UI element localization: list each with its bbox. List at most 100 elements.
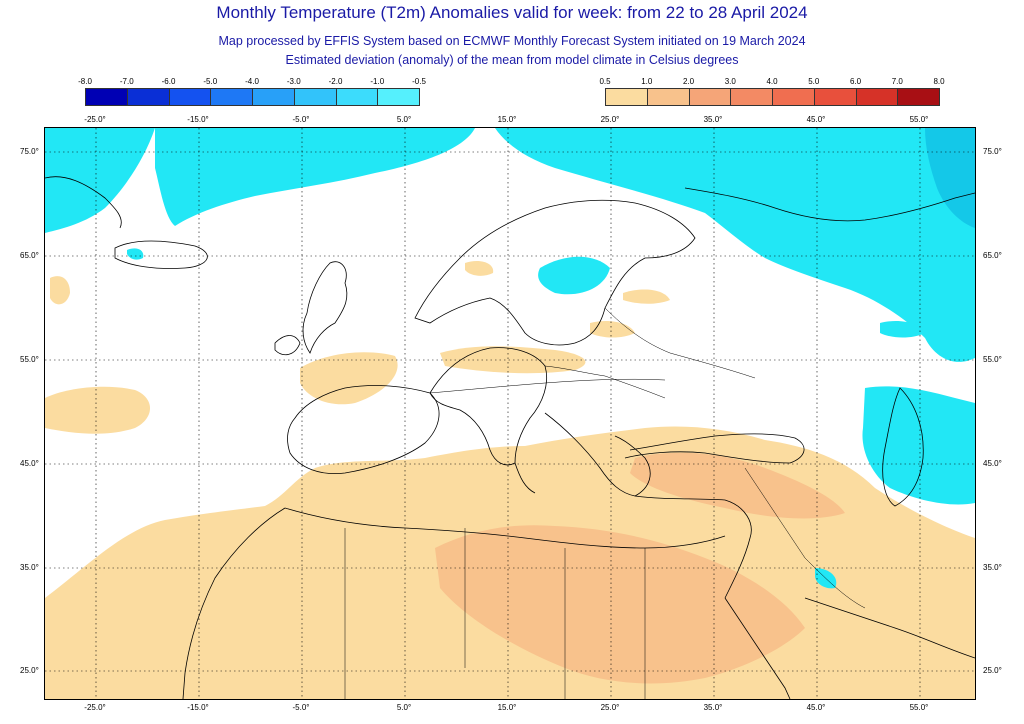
warm-legend-swatch	[813, 88, 857, 106]
warm-legend-swatch	[772, 88, 815, 106]
ireland-coast	[274, 335, 301, 356]
lon-bottom-label: 55.0°	[909, 703, 929, 712]
anomaly-map	[44, 127, 976, 700]
lon-top-label: -15.0°	[187, 115, 209, 124]
warm-legend-label: 7.0	[891, 77, 903, 86]
lat-left-label: 45.0°	[20, 459, 39, 468]
red-sea-coast	[724, 597, 791, 699]
lat-left-label: 65.0°	[20, 251, 39, 260]
map-canvas	[45, 128, 975, 699]
scandinavia-coast	[414, 199, 696, 346]
lat-right-label: 75.0°	[983, 147, 1002, 156]
lat-left-label: 35.0°	[20, 563, 39, 572]
warm-legend-label: 2.0	[682, 77, 695, 86]
lon-top-label: -25.0°	[84, 115, 106, 124]
north-africa-coast	[284, 507, 726, 549]
warm-region-finland	[623, 289, 670, 304]
cold-legend-label: -8.0	[78, 77, 92, 86]
britain-coast	[302, 261, 348, 354]
borders	[344, 307, 866, 699]
lon-bottom-label: 45.0°	[806, 703, 826, 712]
map-subtitle-1: Map processed by EFFIS System based on E…	[218, 34, 806, 48]
west-africa-coast	[182, 507, 286, 699]
warm-region-atlantic-small	[50, 276, 70, 305]
cold-region-greenland-sea	[155, 128, 475, 226]
arctic-coast	[684, 187, 975, 222]
warm-region-norway	[465, 261, 494, 276]
warm-legend-label: 6.0	[849, 77, 862, 86]
cold-legend-swatch	[335, 88, 379, 106]
lon-top-label: 45.0°	[806, 115, 826, 124]
cold-legend-label: -5.0	[203, 77, 218, 86]
warm-region-atlantic	[45, 386, 150, 434]
lon-top-label: 5.0°	[396, 115, 412, 124]
cold-region-greenland	[45, 128, 155, 233]
cold-legend-swatch	[168, 88, 212, 106]
lon-bottom-label: 25.0°	[600, 703, 620, 712]
cold-region-scandinavia	[538, 256, 610, 295]
lat-right-label: 25.0°	[983, 666, 1002, 675]
cold-legend-label: -1.0	[370, 77, 385, 86]
graticule	[45, 128, 975, 699]
border-eastern	[544, 365, 666, 399]
lon-top-label: 55.0°	[909, 115, 929, 124]
border-central	[429, 378, 666, 394]
france-italy-coast	[429, 347, 547, 466]
lon-bottom-label: 5.0°	[396, 703, 412, 712]
lon-top-label: -5.0°	[292, 115, 310, 124]
italy-boot	[514, 462, 536, 494]
warm-legend-label: 3.0	[724, 77, 736, 86]
cold-legend-swatch	[210, 88, 253, 106]
warm-legend-swatch	[646, 88, 690, 106]
map-title: Monthly Temperature (T2m) Anomalies vali…	[216, 3, 808, 22]
warm-legend-label: 8.0	[933, 77, 945, 86]
iceland-coast	[114, 240, 208, 269]
warm-legend-swatch	[897, 88, 940, 106]
warm-legend-label: 4.0	[766, 77, 778, 86]
cold-legend-label: -3.0	[286, 77, 301, 86]
cold-legend-label: -2.0	[328, 77, 343, 86]
warm-legend-swatch	[730, 88, 773, 106]
lat-left-label: 25.0°	[20, 666, 39, 675]
lon-bottom-label: 35.0°	[703, 703, 723, 712]
cold-legend-label: -7.0	[119, 77, 134, 86]
warm-region-baltic	[590, 321, 635, 338]
cold-legend-label: -6.0	[161, 77, 176, 86]
lon-top-label: 15.0°	[497, 115, 517, 124]
warm-legend-label: 1.0	[641, 77, 653, 86]
cold-region-novaya-zemlya	[925, 128, 975, 228]
warm-legend-swatch	[605, 88, 648, 106]
caspian-coast	[882, 387, 924, 507]
cold-anomaly-areas	[45, 128, 975, 589]
border-africa	[344, 528, 646, 699]
lat-right-label: 65.0°	[983, 251, 1002, 260]
cold-legend-swatch	[377, 88, 420, 106]
lat-right-label: 55.0°	[983, 355, 1002, 364]
cold-legend-swatch	[293, 88, 337, 106]
warm-legend-label: 5.0	[808, 77, 820, 86]
cold-region-barents	[495, 128, 975, 362]
lon-bottom-label: -15.0°	[187, 703, 209, 712]
cold-region-iceland	[127, 248, 144, 260]
greenland-coast	[45, 176, 122, 229]
coastlines	[45, 176, 975, 699]
lat-right-label: 35.0°	[983, 563, 1002, 572]
cold-legend-swatch	[126, 88, 170, 106]
gulf-coast	[804, 597, 975, 659]
border-russia	[604, 307, 756, 379]
lon-bottom-label: 15.0°	[497, 703, 517, 712]
lat-right-label: 45.0°	[983, 459, 1002, 468]
cold-legend-swatch	[85, 88, 128, 106]
cold-region-volga	[880, 321, 925, 338]
iberia-coast	[287, 385, 440, 474]
cold-legend-label: -0.5	[412, 77, 426, 86]
warm-region-france	[300, 352, 398, 405]
warm-legend-label: 0.5	[599, 77, 611, 86]
border-middle-east	[744, 467, 866, 609]
lat-left-label: 55.0°	[20, 355, 39, 364]
lon-top-label: 35.0°	[703, 115, 723, 124]
cold-legend-swatch	[252, 88, 295, 106]
warm-anomaly-areas	[45, 261, 975, 699]
cold-legend-label: -4.0	[245, 77, 259, 86]
lon-bottom-label: -5.0°	[292, 703, 310, 712]
